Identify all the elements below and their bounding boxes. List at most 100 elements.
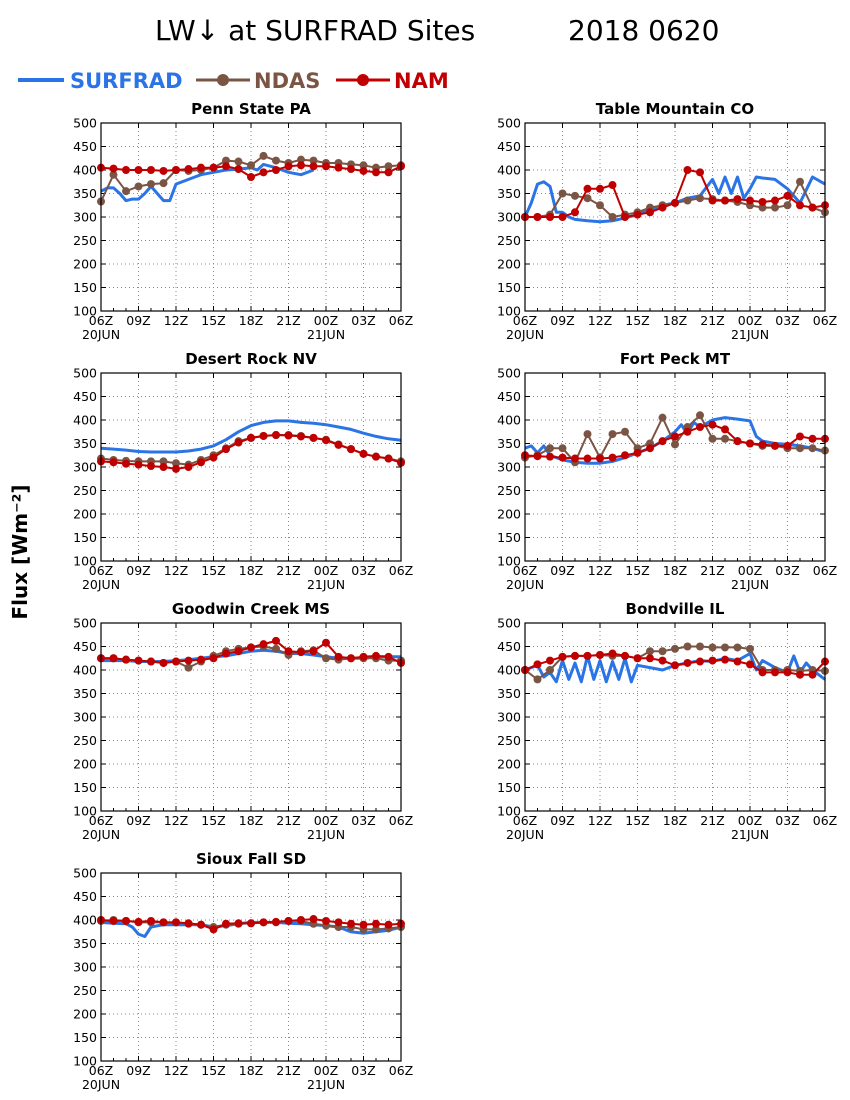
- data-point-nam: [172, 166, 180, 174]
- y-tick-label: 500: [73, 616, 97, 631]
- x-tick-label: 06Z: [389, 1063, 413, 1078]
- data-point-ndas: [696, 411, 704, 420]
- data-point-nam: [172, 657, 180, 666]
- data-point-nam: [683, 658, 692, 667]
- y-tick-label: 150: [73, 280, 97, 295]
- x-tick-label: 03Z: [775, 563, 799, 578]
- series-line-surfrad: [100, 419, 402, 454]
- x-date-label: 20JUN: [506, 327, 544, 342]
- data-point-nam: [546, 452, 554, 461]
- data-point-nam: [234, 647, 243, 656]
- data-point-ndas: [546, 444, 554, 453]
- data-point-nam: [334, 652, 343, 661]
- data-point-nam: [533, 452, 542, 461]
- x-tick-label: 15Z: [201, 563, 225, 578]
- data-point-ndas: [596, 201, 604, 210]
- x-date-label: 21JUN: [731, 327, 769, 342]
- x-tick-label: 09Z: [126, 313, 150, 328]
- y-tick-label: 400: [73, 413, 97, 428]
- y-tick-label: 400: [73, 663, 97, 678]
- panel-2: Desert Rock NV 100 150 200 250 300 350 400 450 50…: [73, 350, 413, 592]
- y-tick-label: 450: [497, 639, 521, 654]
- x-tick-label: 03Z: [775, 313, 799, 328]
- x-tick-label: 09Z: [126, 563, 150, 578]
- data-point-nam: [721, 425, 729, 434]
- x-tick-label: 18Z: [663, 813, 687, 828]
- data-point-nam: [147, 916, 155, 925]
- data-point-nam: [621, 213, 629, 221]
- x-tick-label: 00Z: [738, 813, 762, 828]
- data-point-nam: [247, 433, 255, 442]
- data-point-nam: [808, 203, 817, 212]
- y-tick-label: 250: [497, 733, 521, 748]
- data-point-ndas: [272, 644, 280, 653]
- y-tick-label: 100: [497, 304, 521, 319]
- data-point-ndas: [247, 161, 255, 170]
- data-point-nam: [209, 163, 218, 172]
- x-tick-label: 06Z: [389, 563, 413, 578]
- data-point-nam: [272, 636, 280, 645]
- y-tick-label: 350: [73, 936, 97, 951]
- data-point-nam: [234, 919, 243, 928]
- y-tick-label: 350: [73, 686, 97, 701]
- y-tick-label: 450: [73, 639, 97, 654]
- data-point-nam: [172, 918, 180, 927]
- data-point-nam: [247, 643, 255, 652]
- data-point-nam: [733, 437, 742, 446]
- data-point-ndas: [184, 663, 193, 672]
- data-point-nam: [372, 651, 380, 660]
- x-tick-label: 15Z: [201, 313, 225, 328]
- data-point-nam: [671, 661, 679, 670]
- data-point-nam: [783, 441, 792, 450]
- data-point-ndas: [758, 203, 767, 212]
- data-point-nam: [696, 657, 704, 666]
- data-point-nam: [733, 195, 742, 204]
- y-tick-label: 350: [497, 186, 521, 201]
- data-point-ndas: [384, 162, 393, 171]
- panel-title: Penn State PA: [191, 100, 311, 118]
- data-point-nam: [272, 166, 280, 174]
- data-point-nam: [309, 647, 318, 656]
- data-point-nam: [184, 165, 193, 174]
- data-point-nam: [159, 166, 168, 175]
- data-point-nam: [633, 210, 642, 219]
- data-point-nam: [758, 668, 767, 677]
- data-point-nam: [646, 444, 654, 453]
- y-tick-label: 100: [497, 804, 521, 819]
- data-point-ndas: [733, 643, 742, 652]
- x-date-label: 21JUN: [307, 577, 345, 592]
- data-point-nam: [147, 657, 155, 666]
- data-point-ndas: [808, 444, 817, 453]
- data-point-ndas: [159, 179, 168, 188]
- data-point-nam: [284, 162, 293, 171]
- data-point-nam: [771, 196, 779, 205]
- y-tick-label: 250: [73, 983, 97, 998]
- panel-title: Bondville IL: [626, 600, 725, 618]
- data-point-nam: [284, 431, 293, 440]
- data-point-ndas: [297, 155, 305, 164]
- data-point-nam: [633, 448, 642, 457]
- data-point-nam: [583, 651, 592, 660]
- data-point-ndas: [359, 161, 368, 170]
- data-point-nam: [272, 917, 280, 926]
- x-tick-label: 18Z: [663, 313, 687, 328]
- y-tick-label: 300: [73, 710, 97, 725]
- data-point-nam: [297, 648, 305, 657]
- data-point-nam: [796, 432, 804, 441]
- data-point-nam: [558, 213, 567, 221]
- y-tick-label: 200: [73, 1007, 97, 1022]
- x-tick-label: 06Z: [513, 313, 537, 328]
- x-tick-label: 12Z: [588, 813, 612, 828]
- x-date-label: 20JUN: [82, 827, 120, 842]
- x-tick-label: 21Z: [700, 813, 724, 828]
- data-point-ndas: [147, 180, 155, 189]
- data-point-nam: [109, 458, 118, 467]
- data-point-nam: [721, 655, 729, 664]
- x-tick-label: 12Z: [164, 563, 188, 578]
- data-point-ndas: [708, 643, 717, 652]
- data-point-nam: [184, 919, 193, 928]
- data-point-ndas: [608, 430, 617, 439]
- x-tick-label: 15Z: [201, 813, 225, 828]
- y-tick-label: 250: [497, 233, 521, 248]
- x-tick-label: 21Z: [276, 313, 300, 328]
